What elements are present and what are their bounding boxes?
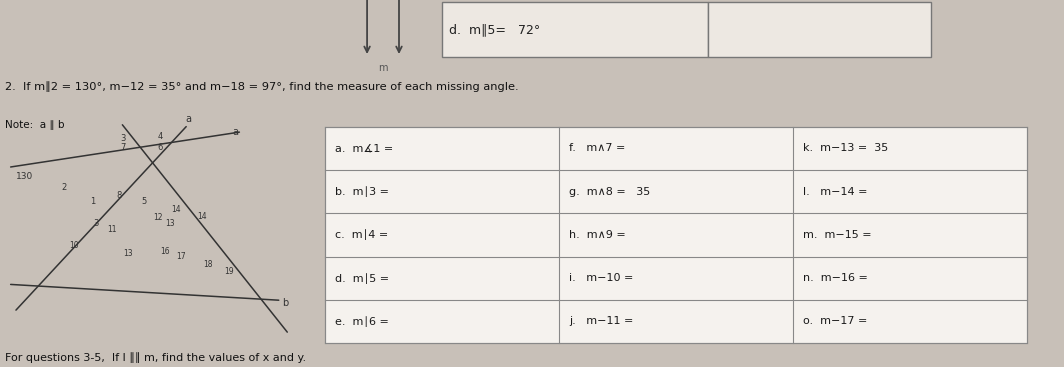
Text: 18: 18 [203, 260, 212, 269]
Text: a: a [185, 114, 192, 124]
Text: 12: 12 [153, 213, 162, 222]
FancyBboxPatch shape [325, 127, 1027, 343]
Text: 16: 16 [160, 247, 170, 256]
Text: i.   m−10 =: i. m−10 = [569, 273, 634, 283]
Text: 2.  If m∥2 = 130°, m−12 = 35° and m−18 = 97°, find the measure of each missing a: 2. If m∥2 = 130°, m−12 = 35° and m−18 = … [5, 81, 519, 92]
FancyBboxPatch shape [442, 2, 708, 57]
Text: b: b [282, 298, 288, 308]
Text: 3: 3 [120, 134, 126, 143]
Text: 2: 2 [62, 183, 66, 192]
Text: 4: 4 [157, 132, 163, 141]
FancyBboxPatch shape [708, 2, 931, 57]
Text: d.  m∣5 =: d. m∣5 = [335, 273, 389, 284]
Text: e.  m∣6 =: e. m∣6 = [335, 316, 389, 327]
Text: 13: 13 [165, 219, 176, 228]
Text: a: a [232, 127, 238, 137]
Text: 1: 1 [90, 197, 95, 206]
Text: o.  m−17 =: o. m−17 = [803, 316, 868, 327]
Text: f.   m∧7 =: f. m∧7 = [569, 143, 626, 153]
Text: 11: 11 [107, 225, 116, 234]
Text: c.  m∣4 =: c. m∣4 = [335, 229, 388, 240]
Text: m: m [379, 63, 387, 73]
Text: Note:  a ∥ b: Note: a ∥ b [5, 120, 65, 130]
Text: 5: 5 [142, 197, 146, 206]
Text: a.  m∡1 =: a. m∡1 = [335, 143, 394, 153]
Text: l.   m−14 =: l. m−14 = [803, 186, 868, 197]
Text: 130: 130 [16, 172, 33, 181]
Text: k.  m−13 =  35: k. m−13 = 35 [803, 143, 888, 153]
Text: m.  m−15 =: m. m−15 = [803, 230, 871, 240]
Text: 13: 13 [122, 249, 133, 258]
Text: 3: 3 [93, 219, 99, 228]
Text: d.  m∥5=   72°: d. m∥5= 72° [449, 23, 541, 36]
Text: 7: 7 [120, 143, 126, 152]
Text: For questions 3-5,  If l ∥∥ m, find the values of x and y.: For questions 3-5, If l ∥∥ m, find the v… [5, 352, 306, 363]
Text: 19: 19 [223, 267, 234, 276]
Text: 14: 14 [170, 205, 181, 214]
Text: g.  m∧8 =   35: g. m∧8 = 35 [569, 186, 650, 197]
Text: 6: 6 [157, 143, 163, 152]
Text: 17: 17 [176, 252, 186, 261]
Text: n.  m−16 =: n. m−16 = [803, 273, 868, 283]
Text: 10: 10 [69, 241, 80, 250]
Text: h.  m∧9 =: h. m∧9 = [569, 230, 626, 240]
Text: 14: 14 [197, 212, 207, 221]
Text: b.  m∣3 =: b. m∣3 = [335, 186, 389, 197]
Text: j.   m−11 =: j. m−11 = [569, 316, 634, 327]
Text: 8: 8 [116, 191, 122, 200]
